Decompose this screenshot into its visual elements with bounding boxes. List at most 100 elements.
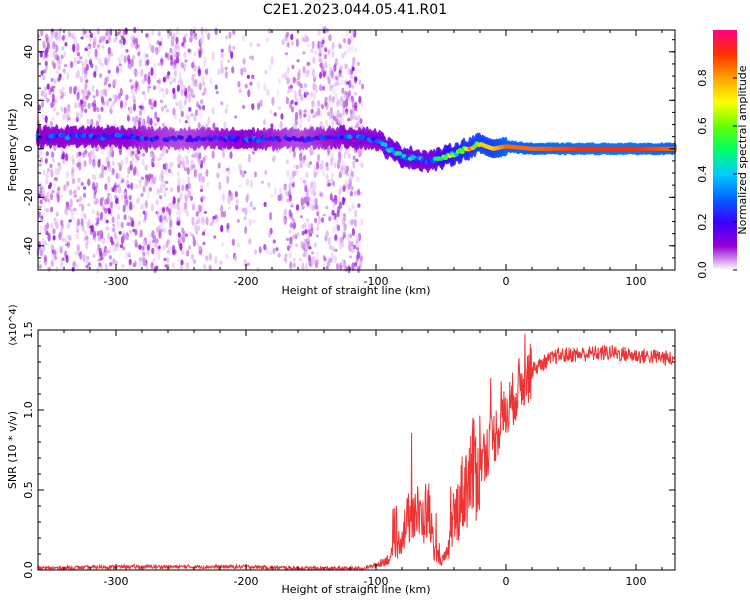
noise-speck <box>127 253 131 258</box>
noise-speck <box>252 206 256 211</box>
snr-y-label: SNR (10 * v/v) <box>6 411 19 489</box>
noise-speck <box>203 56 207 64</box>
noise-speck <box>197 217 201 225</box>
noise-speck <box>257 102 261 110</box>
noise-speck <box>65 243 69 247</box>
noise-speck <box>76 112 80 118</box>
noise-speck <box>290 99 294 105</box>
noise-speck <box>168 208 172 216</box>
noise-speck <box>355 234 360 242</box>
noise-speck <box>127 166 131 175</box>
ridge-core <box>91 134 97 140</box>
noise-speck <box>251 103 255 111</box>
noise-speck <box>330 152 334 161</box>
noise-speck <box>84 81 88 90</box>
noise-speck <box>203 264 207 270</box>
noise-speck <box>292 257 296 262</box>
noise-speck <box>57 186 61 191</box>
noise-speck <box>284 71 288 81</box>
colorbar-tick-label: 0.2 <box>696 213 709 231</box>
noise-speck <box>284 258 288 264</box>
noise-speck <box>303 222 307 230</box>
noise-speck <box>62 115 66 121</box>
noise-speck <box>184 201 188 211</box>
noise-speck <box>143 212 148 221</box>
noise-speck <box>54 255 58 261</box>
noise-speck <box>288 182 292 191</box>
noise-speck <box>141 78 145 85</box>
noise-speck <box>185 158 189 165</box>
noise-speck <box>151 230 155 239</box>
noise-speck <box>99 35 103 44</box>
noise-speck <box>249 179 253 189</box>
noise-speck <box>111 248 115 253</box>
noise-speck <box>348 207 352 213</box>
noise-speck <box>52 235 56 241</box>
noise-speck <box>83 230 88 236</box>
noise-speck <box>166 250 170 254</box>
noise-speck <box>288 175 293 183</box>
noise-speck <box>85 259 89 265</box>
noise-speck <box>193 51 197 57</box>
noise-speck <box>152 258 156 262</box>
noise-speck <box>45 47 49 54</box>
colorbar: 0.0 0.2 0.4 0.6 0.8 Normalized spectral ampl… <box>696 30 749 279</box>
noise-speck <box>64 63 68 68</box>
noise-speck <box>56 112 60 116</box>
noise-speck <box>100 211 104 220</box>
noise-speck <box>134 68 138 78</box>
noise-speck <box>112 79 116 87</box>
noise-speck <box>331 180 335 187</box>
noise-speck <box>331 209 335 216</box>
noise-speck <box>75 116 79 123</box>
noise-speck <box>99 216 103 221</box>
noise-speck <box>201 194 205 198</box>
noise-speck <box>340 95 344 102</box>
noise-speck <box>181 184 185 191</box>
noise-speck <box>51 151 55 159</box>
noise-speck <box>299 119 303 124</box>
noise-speck <box>245 194 249 203</box>
noise-speck <box>168 246 172 251</box>
noise-speck <box>169 219 173 229</box>
noise-speck <box>137 150 141 155</box>
noise-speck <box>132 239 136 243</box>
noise-speck <box>313 167 317 175</box>
noise-speck <box>334 82 338 87</box>
ridge-core <box>60 132 66 138</box>
noise-speck <box>325 166 329 171</box>
noise-speck <box>330 251 334 261</box>
noise-speck <box>291 219 295 226</box>
x-tick-label: 0 <box>503 275 510 288</box>
noise-speck <box>307 164 311 169</box>
noise-speck <box>201 75 205 82</box>
noise-speck <box>47 198 51 203</box>
noise-speck <box>225 104 229 109</box>
noise-speck <box>84 58 88 66</box>
y-tick-label: 40 <box>22 45 35 59</box>
noise-speck <box>236 199 240 204</box>
noise-speck <box>222 169 226 174</box>
noise-speck <box>132 95 136 101</box>
noise-speck <box>80 36 84 40</box>
noise-speck <box>320 217 325 223</box>
noise-speck <box>140 69 144 77</box>
noise-speck <box>180 61 184 69</box>
spectrogram-x-label: Height of straight line (km) <box>281 284 430 297</box>
noise-speck <box>132 93 136 101</box>
noise-speck <box>54 167 58 176</box>
noise-speck <box>163 257 167 262</box>
noise-speck <box>321 37 325 41</box>
noise-speck <box>50 222 54 229</box>
noise-speck <box>183 51 187 59</box>
noise-speck <box>131 219 135 228</box>
noise-speck <box>106 150 110 159</box>
noise-speck <box>305 162 309 167</box>
noise-speck <box>347 66 351 72</box>
noise-speck <box>160 169 164 179</box>
noise-speck <box>128 194 132 201</box>
noise-speck <box>141 152 145 157</box>
noise-speck <box>194 34 198 40</box>
noise-speck <box>163 226 167 234</box>
noise-speck <box>343 223 347 232</box>
